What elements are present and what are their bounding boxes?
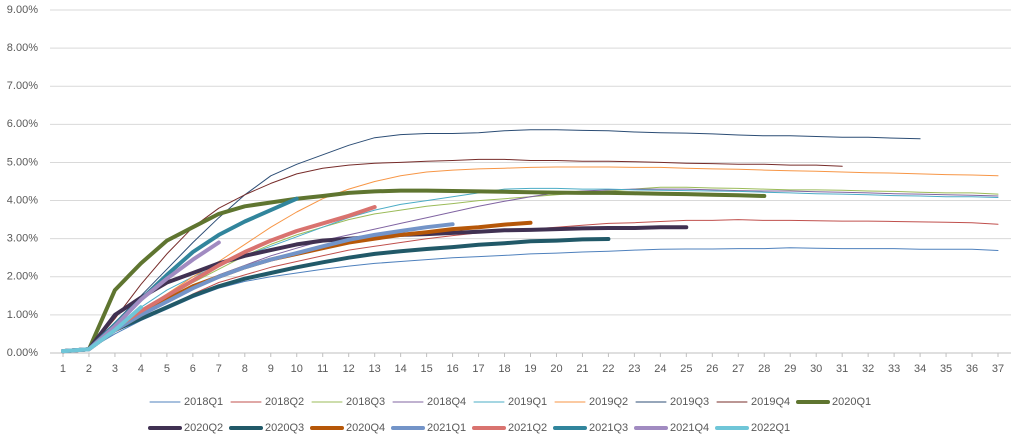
- y-tick-label: 9.00%: [7, 4, 38, 16]
- x-tick-label: 28: [758, 363, 770, 375]
- x-tick-label: 17: [472, 363, 484, 375]
- legend-label: 2018Q1: [184, 396, 223, 408]
- x-tick-label: 32: [862, 363, 874, 375]
- series-line: [61, 220, 533, 354]
- x-tick-label: 24: [654, 363, 666, 375]
- x-tick-label: 5: [164, 363, 170, 375]
- x-tick-label: 30: [810, 363, 822, 375]
- series-line: [61, 305, 143, 354]
- legend-label: 2021Q1: [427, 422, 466, 434]
- x-tick-label: 10: [291, 363, 303, 375]
- y-tick-label: 1.00%: [7, 309, 38, 321]
- series-line: [62, 129, 921, 352]
- legend-label: 2019Q1: [508, 396, 547, 408]
- legend-label: 2020Q2: [184, 422, 223, 434]
- x-tick-label: 35: [940, 363, 952, 375]
- x-tick-label: 4: [138, 363, 144, 375]
- x-tick-label: 23: [628, 363, 640, 375]
- legend-label: 2019Q3: [670, 396, 709, 408]
- legend-label: 2020Q3: [265, 422, 304, 434]
- legend-label: 2021Q4: [670, 422, 709, 434]
- x-tick-label: 36: [966, 363, 978, 375]
- legend-label: 2018Q4: [427, 396, 466, 408]
- legend-label: 2021Q2: [508, 422, 547, 434]
- x-tick-label: 31: [836, 363, 848, 375]
- legend-label: 2019Q2: [589, 396, 628, 408]
- x-tick-label: 7: [216, 363, 222, 375]
- legend-label: 2021Q3: [589, 422, 628, 434]
- x-tick-label: 18: [498, 363, 510, 375]
- series-line: [61, 188, 767, 354]
- x-tick-label: 6: [190, 363, 196, 375]
- x-tick-label: 29: [784, 363, 796, 375]
- x-tick-label: 11: [317, 363, 328, 375]
- x-tick-label: 15: [420, 363, 432, 375]
- series-line: [61, 237, 611, 354]
- y-tick-label: 8.00%: [7, 42, 38, 54]
- x-tick-label: 34: [914, 363, 926, 375]
- x-tick-label: 14: [395, 363, 407, 375]
- x-tick-label: 19: [524, 363, 536, 375]
- legend-label: 2020Q4: [346, 422, 385, 434]
- x-tick-label: 25: [680, 363, 692, 375]
- legend-label: 2019Q4: [751, 396, 790, 408]
- y-tick-label: 0.00%: [7, 347, 38, 359]
- y-tick-label: 2.00%: [7, 271, 38, 283]
- x-tick-label: 2: [86, 363, 92, 375]
- legend-label: 2022Q1: [751, 422, 790, 434]
- series-line: [62, 247, 999, 352]
- x-tick-label: 8: [242, 363, 248, 375]
- y-tick-label: 3.00%: [7, 233, 38, 245]
- y-tick-label: 4.00%: [7, 194, 38, 206]
- x-tick-label: 12: [343, 363, 355, 375]
- x-tick-label: 1: [60, 363, 66, 375]
- legend-label: 2018Q2: [265, 396, 304, 408]
- x-tick-label: 20: [550, 363, 562, 375]
- x-tick-label: 3: [112, 363, 118, 375]
- legend-label: 2018Q3: [346, 396, 385, 408]
- x-tick-label: 26: [706, 363, 718, 375]
- x-tick-label: 22: [602, 363, 614, 375]
- x-tick-label: 16: [446, 363, 458, 375]
- series-line: [61, 222, 455, 354]
- x-tick-label: 27: [732, 363, 744, 375]
- y-tick-label: 5.00%: [7, 156, 38, 168]
- x-tick-label: 13: [369, 363, 381, 375]
- x-tick-label: 9: [268, 363, 274, 375]
- x-tick-label: 21: [576, 363, 588, 375]
- legend-label: 2020Q1: [832, 396, 871, 408]
- x-tick-label: 37: [992, 363, 1004, 375]
- y-tick-label: 7.00%: [7, 80, 38, 92]
- x-tick-label: 33: [888, 363, 900, 375]
- y-tick-label: 6.00%: [7, 118, 38, 130]
